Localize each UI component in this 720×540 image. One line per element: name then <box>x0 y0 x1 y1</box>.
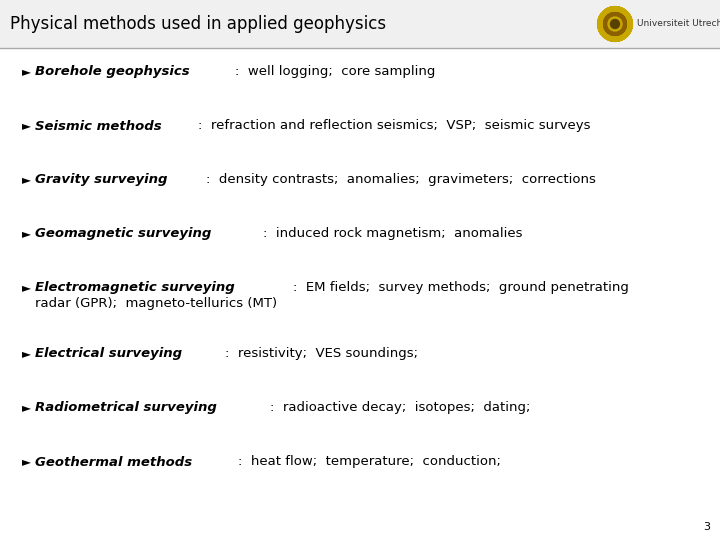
Text: Universiteit Utrecht: Universiteit Utrecht <box>637 19 720 29</box>
Text: ►: ► <box>22 119 31 132</box>
Bar <box>0 0 720 48</box>
Text: ►: ► <box>22 348 31 361</box>
Text: Geothermal methods: Geothermal methods <box>35 456 192 469</box>
Text: :  refraction and reflection seismics;  VSP;  seismic surveys: : refraction and reflection seismics; VS… <box>199 119 591 132</box>
Text: ►: ► <box>22 456 31 469</box>
Text: :  heat flow;  temperature;  conduction;: : heat flow; temperature; conduction; <box>238 456 500 469</box>
Circle shape <box>608 17 622 31</box>
Text: :  EM fields;  survey methods;  ground penetrating: : EM fields; survey methods; ground pene… <box>293 281 629 294</box>
Text: radar (GPR);  magneto-tellurics (MT): radar (GPR); magneto-tellurics (MT) <box>35 298 277 310</box>
Text: Geomagnetic surveying: Geomagnetic surveying <box>35 227 212 240</box>
Text: Radiometrical surveying: Radiometrical surveying <box>35 402 217 415</box>
Text: Seismic methods: Seismic methods <box>35 119 161 132</box>
Polygon shape <box>597 6 633 42</box>
Circle shape <box>611 19 619 29</box>
Text: ►: ► <box>22 281 31 294</box>
Text: Physical methods used in applied geophysics: Physical methods used in applied geophys… <box>10 15 386 33</box>
Text: :  induced rock magnetism;  anomalies: : induced rock magnetism; anomalies <box>263 227 522 240</box>
Text: Electromagnetic surveying: Electromagnetic surveying <box>35 281 235 294</box>
Text: Borehole geophysics: Borehole geophysics <box>35 65 189 78</box>
Text: ►: ► <box>22 227 31 240</box>
Text: ►: ► <box>22 402 31 415</box>
Text: ►: ► <box>22 65 31 78</box>
Text: Gravity surveying: Gravity surveying <box>35 173 168 186</box>
Polygon shape <box>603 12 627 36</box>
Text: :  radioactive decay;  isotopes;  dating;: : radioactive decay; isotopes; dating; <box>270 402 530 415</box>
Text: ►: ► <box>22 173 31 186</box>
Text: :  density contrasts;  anomalies;  gravimeters;  corrections: : density contrasts; anomalies; gravimet… <box>206 173 596 186</box>
Text: :  resistivity;  VES soundings;: : resistivity; VES soundings; <box>225 348 418 361</box>
Text: :  well logging;  core sampling: : well logging; core sampling <box>235 65 435 78</box>
Text: 3: 3 <box>703 522 710 532</box>
Text: Electrical surveying: Electrical surveying <box>35 348 182 361</box>
